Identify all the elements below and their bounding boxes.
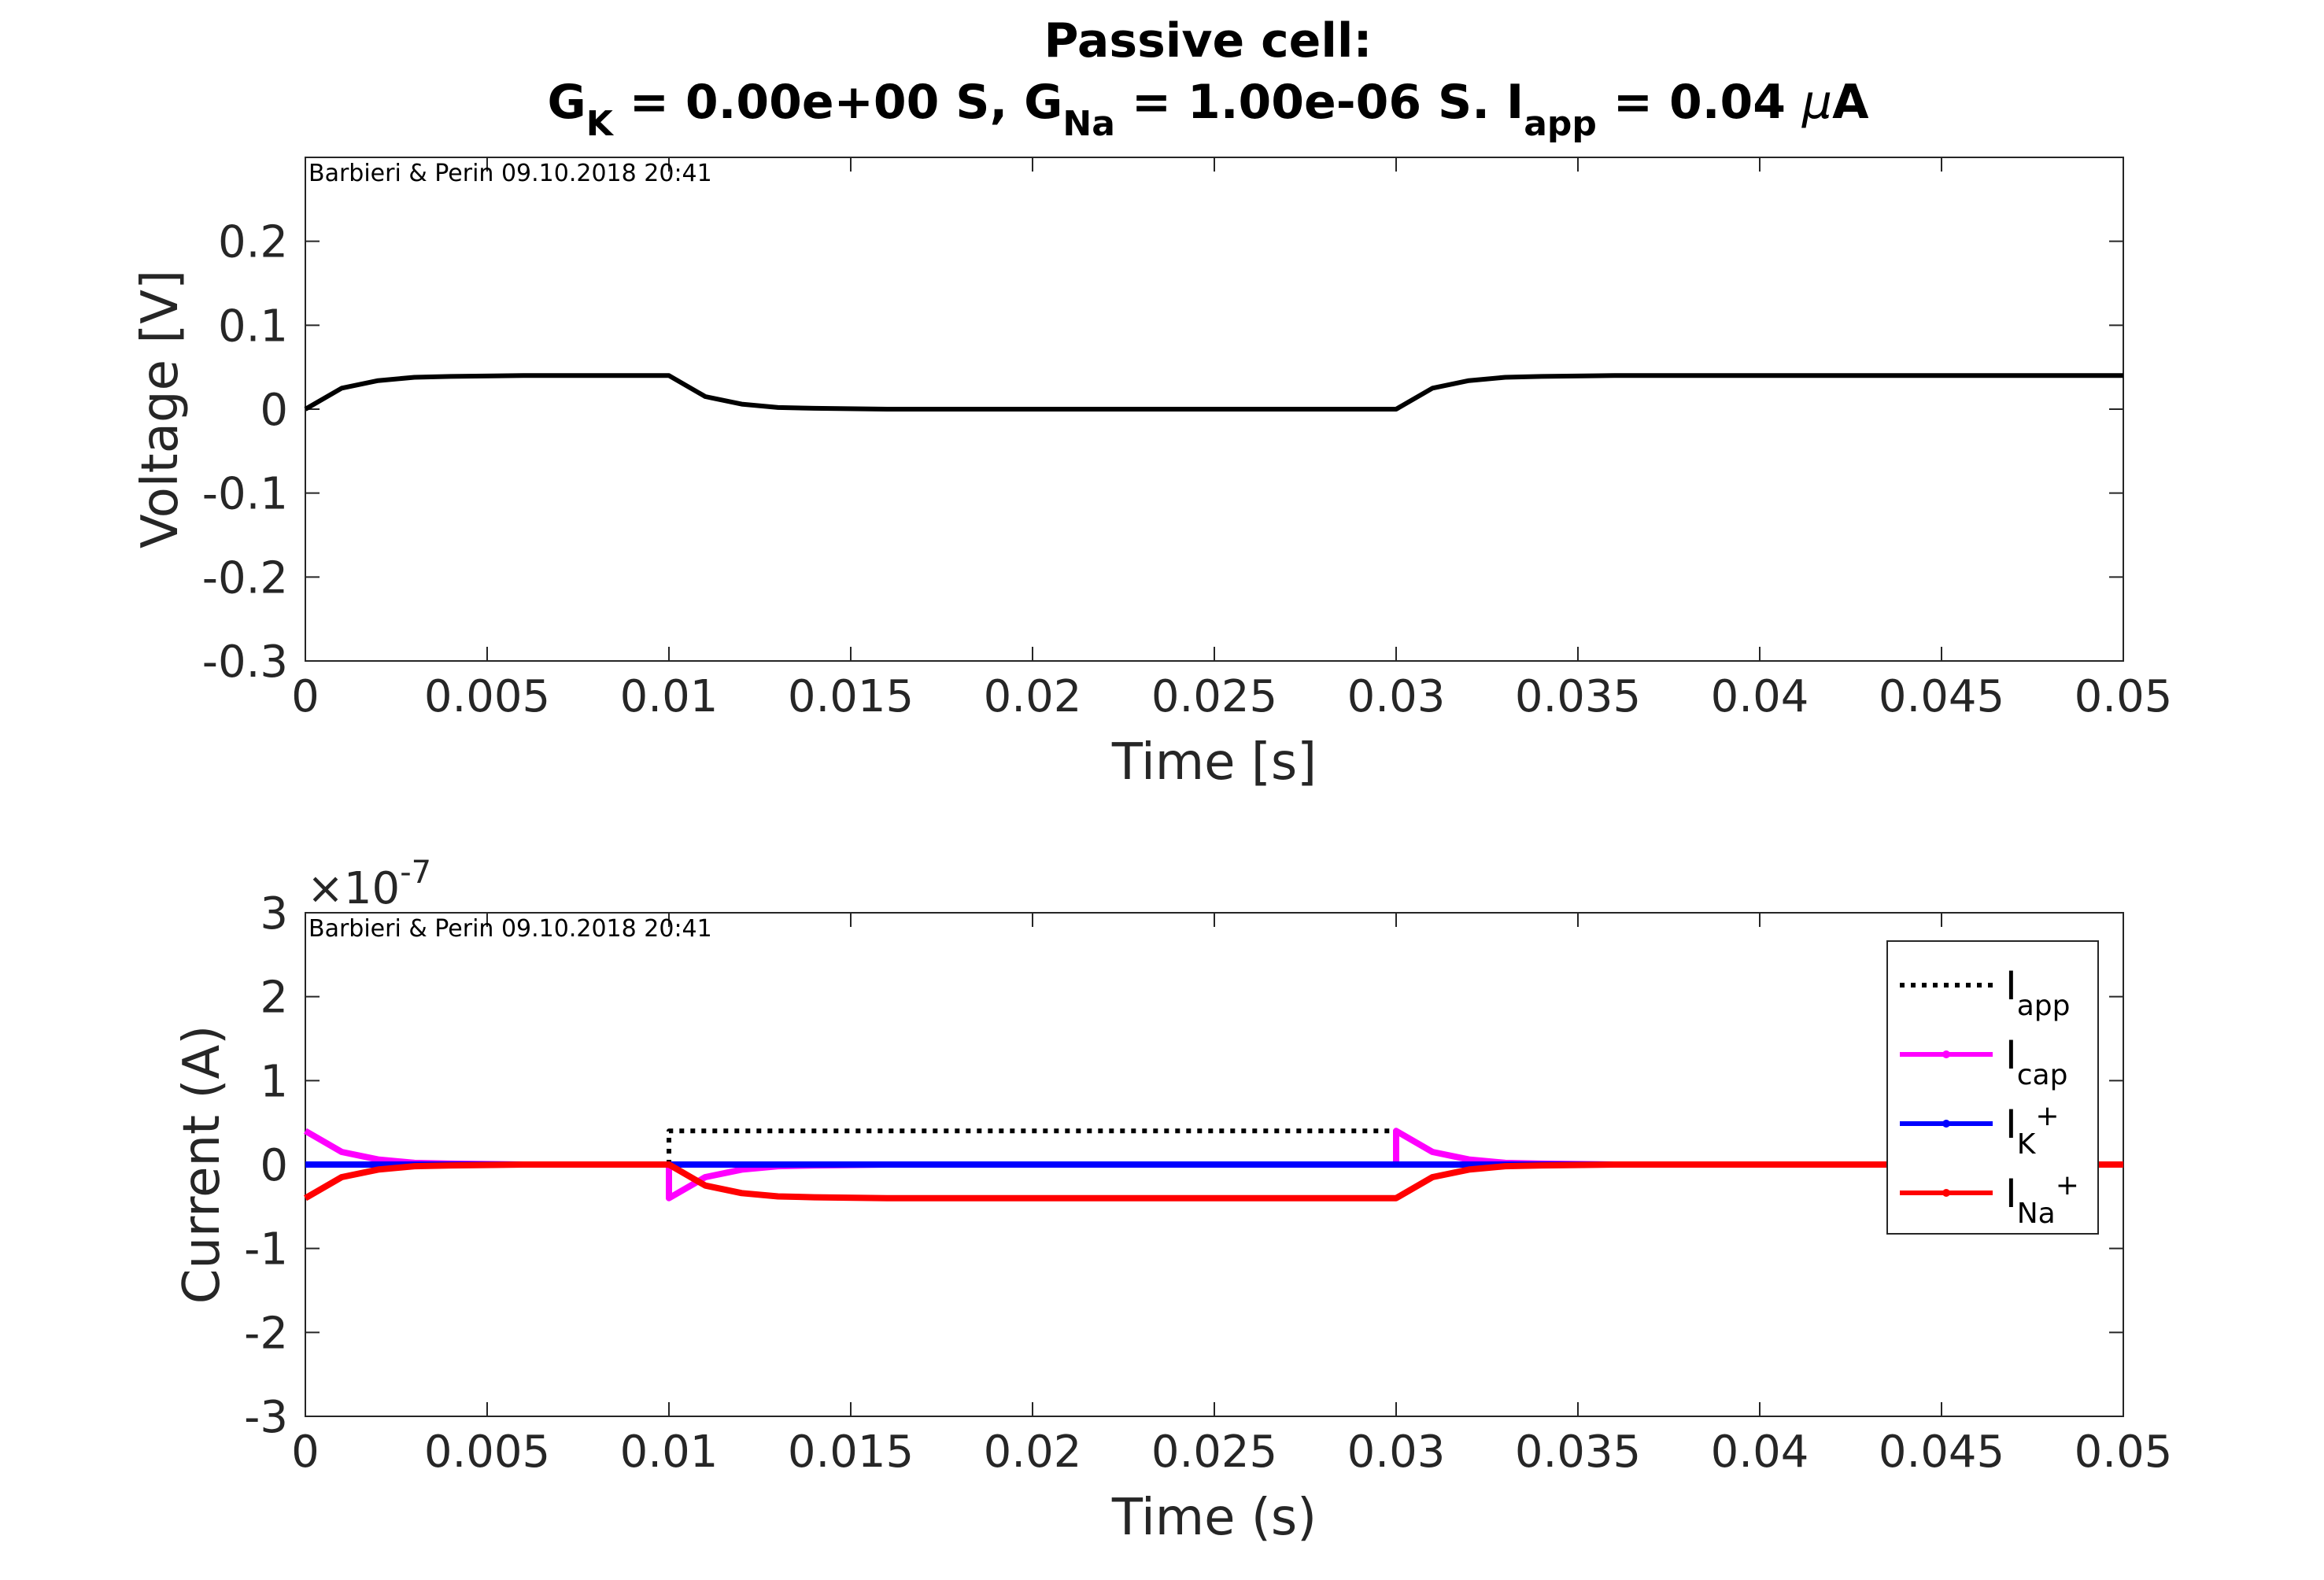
legend-label: Iapp: [2005, 963, 2071, 1022]
current-x-tick-label: 0.045: [1879, 1427, 2004, 1478]
current-y-tick-label: -1: [244, 1224, 288, 1275]
chart-title-line2: GK = 0.00e+00 S, GNa = 1.00e-06 S. Iapp …: [547, 75, 1869, 144]
current-lines: [303, 1128, 2123, 1202]
voltage-x-tick-label: 0: [291, 671, 320, 722]
current-y-tick-label: 0: [260, 1140, 288, 1191]
voltage-series-line: [304, 373, 2123, 412]
voltage-x-tick-label: 0.025: [1151, 671, 1277, 722]
legend-marker: [1942, 1189, 1950, 1197]
legend-items: Iapp Icap IK+ INa+: [1900, 963, 2079, 1230]
current-x-tick-label: 0.02: [984, 1427, 1082, 1478]
voltage-x-tick-label: 0.005: [424, 671, 550, 722]
legend-marker: [1942, 1120, 1950, 1128]
voltage-x-tick-label: 0.035: [1515, 671, 1641, 722]
current-stamp: Barbieri & Perin 09.10.2018 20:41: [309, 915, 712, 943]
current-x-tick-label: 0.005: [424, 1427, 550, 1478]
title-g-na: G: [1024, 75, 1062, 130]
voltage-y-tick-label: -0.1: [202, 469, 288, 520]
voltage-x-axis-label: Time [s]: [1111, 733, 1317, 792]
current-y-axis-label: Current (A): [173, 1025, 231, 1304]
title-na-sub: Na: [1062, 104, 1115, 144]
current-y-tick-label: -2: [244, 1308, 288, 1359]
voltage-x-tick-label: 0.045: [1879, 671, 2004, 722]
title-k-eq: = 0.00e+00 S,: [613, 75, 1024, 130]
voltage-y-tick-label: -0.2: [202, 552, 288, 604]
voltage-x-tick-label: 0.04: [1711, 671, 1809, 722]
voltage-axes: 0 0.005 0.01 0.015 0.02 0.025 0.03 0.035 0.04 0.0…: [131, 157, 2172, 792]
voltage-x-tick-label: 0.015: [788, 671, 914, 722]
legend-marker: [1942, 1050, 1950, 1058]
current-y-exponent: ×10-7: [307, 855, 431, 914]
voltage-lines: [304, 373, 2123, 412]
current-x-axis-label: Time (s): [1111, 1489, 1317, 1547]
voltage-y-tick-label: 0.1: [218, 301, 288, 352]
exponent-times: ×10: [307, 863, 400, 914]
current-x-tick-label: 0.05: [2075, 1427, 2173, 1478]
voltage-y-tick-label: -0.3: [202, 637, 288, 688]
legend-label: IK+: [2005, 1100, 2060, 1161]
voltage-ticks: 0 0.005 0.01 0.015 0.02 0.025 0.03 0.035 0.04 0.0…: [202, 157, 2173, 722]
legend-label: INa+: [2005, 1169, 2079, 1230]
current-x-tick-label: 0.01: [620, 1427, 719, 1478]
current-ticks: 0 0.005 0.01 0.015 0.02 0.025 0.03 0.035 0.04 0.0…: [244, 888, 2172, 1478]
legend-box: [1886, 940, 2099, 1235]
title-mu: μ: [1801, 75, 1832, 130]
title-i-app: I: [1506, 75, 1524, 130]
current-x-tick-label: 0.035: [1515, 1427, 1641, 1478]
voltage-y-tick-label: 0.2: [218, 217, 288, 268]
title-g-k: G: [547, 75, 586, 130]
current-y-tick-label: 1: [260, 1056, 288, 1107]
voltage-x-tick-label: 0.05: [2075, 671, 2173, 722]
current-y-tick-label: -3: [244, 1392, 288, 1443]
current-y-tick-label: 2: [260, 973, 288, 1024]
legend: Iapp Icap IK+ INa+: [1886, 940, 2099, 1235]
exponent-power: -7: [400, 855, 431, 891]
voltage-y-axis-label: Voltage [V]: [131, 270, 190, 548]
voltage-stamp: Barbieri & Perin 09.10.2018 20:41: [309, 160, 712, 187]
chart-title-line1: Passive cell:: [1044, 13, 1373, 68]
voltage-x-tick-label: 0.03: [1347, 671, 1446, 722]
series-line-i-na: [303, 1161, 2123, 1202]
title-unit: A: [1832, 75, 1869, 130]
current-axes: 0 0.005 0.01 0.015 0.02 0.025 0.03 0.035 0.04 0.0…: [173, 855, 2172, 1547]
current-x-tick-label: 0: [291, 1427, 320, 1478]
voltage-x-tick-label: 0.02: [984, 671, 1082, 722]
title-app-sub: app: [1524, 104, 1597, 144]
current-y-tick-label: 3: [260, 888, 288, 940]
title-k-sub: K: [586, 104, 615, 144]
legend-label: Icap: [2005, 1032, 2067, 1091]
current-x-tick-label: 0.025: [1151, 1427, 1277, 1478]
title-app-eq: = 0.04: [1597, 75, 1802, 130]
current-x-tick-label: 0.015: [788, 1427, 914, 1478]
current-x-tick-label: 0.03: [1347, 1427, 1446, 1478]
voltage-y-tick-label: 0: [260, 385, 288, 436]
voltage-x-tick-label: 0.01: [620, 671, 719, 722]
current-x-tick-label: 0.04: [1711, 1427, 1809, 1478]
title-na-eq: = 1.00e-06 S.: [1115, 75, 1506, 130]
